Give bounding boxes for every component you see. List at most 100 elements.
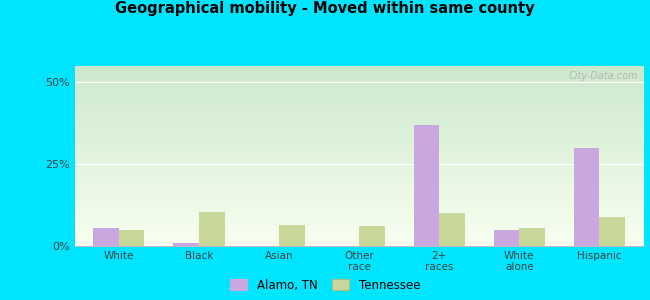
Bar: [75, 141, 644, 142]
Bar: [75, 159, 644, 160]
Bar: [75, 128, 644, 129]
Bar: [75, 177, 644, 178]
Bar: [75, 223, 644, 224]
Bar: [75, 174, 644, 175]
Bar: [75, 68, 644, 69]
Bar: [75, 229, 644, 230]
Bar: [75, 117, 644, 118]
Bar: [75, 139, 644, 140]
Bar: [75, 71, 644, 72]
Bar: [75, 116, 644, 117]
Bar: [75, 234, 644, 235]
Bar: [75, 193, 644, 194]
Bar: [75, 82, 644, 83]
Bar: [75, 244, 644, 245]
Bar: [75, 224, 644, 225]
Bar: [75, 198, 644, 199]
Bar: [75, 104, 644, 105]
Bar: [75, 173, 644, 174]
Bar: [75, 154, 644, 155]
Bar: [199, 212, 224, 246]
Bar: [75, 92, 644, 93]
Bar: [75, 169, 644, 170]
Bar: [75, 96, 644, 97]
Bar: [75, 237, 644, 238]
Bar: [75, 107, 644, 108]
Bar: [75, 178, 644, 179]
Bar: [75, 196, 644, 197]
Bar: [75, 189, 644, 190]
Bar: [75, 226, 644, 227]
Bar: [75, 118, 644, 119]
Bar: [75, 69, 644, 70]
Bar: [75, 103, 644, 104]
Bar: [75, 230, 644, 231]
Bar: [75, 142, 644, 143]
Bar: [75, 236, 644, 237]
Bar: [75, 73, 644, 74]
Bar: [75, 183, 644, 184]
Bar: [75, 165, 644, 166]
Bar: [75, 219, 644, 220]
Bar: [75, 187, 644, 188]
Bar: [75, 131, 644, 132]
Bar: [75, 210, 644, 211]
Bar: [75, 222, 644, 223]
Bar: [75, 220, 644, 221]
Bar: [75, 78, 644, 79]
Bar: [75, 74, 644, 75]
Bar: [75, 162, 644, 163]
Bar: [75, 157, 644, 158]
Bar: [75, 93, 644, 94]
Bar: [75, 182, 644, 183]
Bar: [75, 161, 644, 162]
Bar: [75, 120, 644, 121]
Bar: [174, 243, 199, 246]
Bar: [75, 110, 644, 111]
Bar: [75, 238, 644, 239]
Bar: [75, 114, 644, 115]
Bar: [75, 197, 644, 198]
Bar: [75, 125, 644, 126]
Bar: [75, 77, 644, 78]
Bar: [75, 95, 644, 96]
Bar: [75, 204, 644, 205]
Bar: [93, 228, 119, 246]
Bar: [519, 228, 545, 246]
Bar: [75, 232, 644, 233]
Bar: [75, 115, 644, 116]
Bar: [75, 205, 644, 206]
Bar: [75, 225, 644, 226]
Bar: [75, 97, 644, 98]
Bar: [494, 230, 519, 246]
Bar: [75, 188, 644, 189]
Bar: [75, 243, 644, 244]
Bar: [75, 191, 644, 192]
Bar: [75, 212, 644, 213]
Bar: [75, 112, 644, 113]
Bar: [75, 121, 644, 122]
Bar: [75, 76, 644, 77]
Bar: [75, 160, 644, 161]
Bar: [75, 240, 644, 241]
Bar: [75, 136, 644, 137]
Bar: [75, 199, 644, 200]
Bar: [75, 208, 644, 209]
Bar: [75, 91, 644, 92]
Bar: [75, 102, 644, 103]
Bar: [75, 89, 644, 90]
Bar: [75, 172, 644, 173]
Bar: [75, 123, 644, 124]
Bar: [75, 170, 644, 171]
Bar: [75, 167, 644, 168]
Bar: [75, 148, 644, 149]
Bar: [75, 132, 644, 133]
Bar: [75, 152, 644, 153]
Bar: [75, 111, 644, 112]
Bar: [75, 80, 644, 81]
Bar: [75, 200, 644, 201]
Bar: [75, 83, 644, 84]
Bar: [75, 156, 644, 157]
Bar: [75, 81, 644, 82]
Bar: [75, 169, 644, 170]
